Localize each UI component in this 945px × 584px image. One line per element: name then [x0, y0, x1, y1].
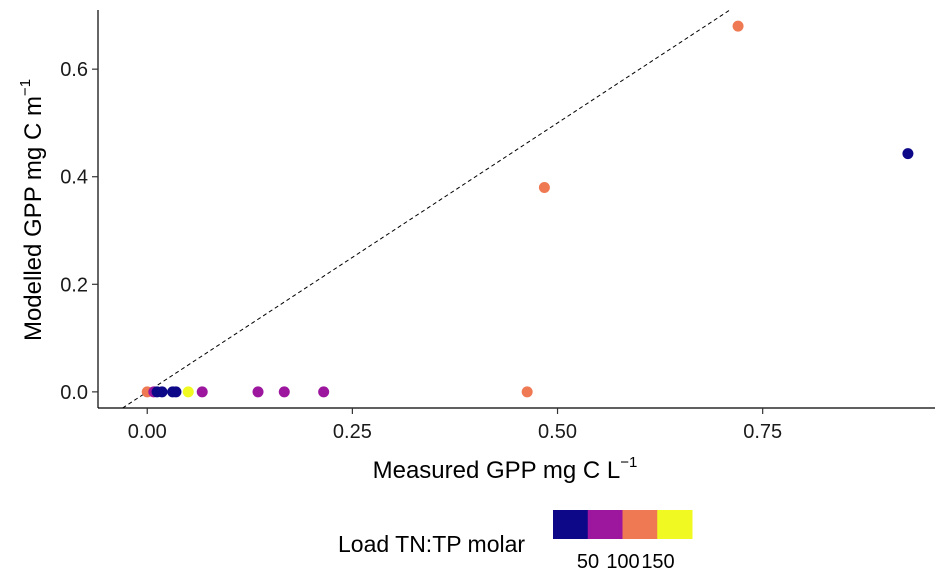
reference-line: [122, 9, 731, 409]
data-point: [538, 181, 550, 193]
x-tick-label: 0.00: [128, 421, 167, 443]
legend-tick-label: 50: [577, 551, 599, 573]
legend-title: Load TN:TP molar: [338, 531, 525, 557]
data-point: [278, 386, 290, 398]
legend-color-step: [622, 510, 658, 539]
data-point: [732, 20, 744, 32]
y-tick-label: 0.6: [60, 59, 88, 81]
legend-color-step: [587, 510, 623, 539]
data-point: [902, 148, 914, 160]
legend-colorbar: [553, 510, 693, 539]
y-axis-title: Modelled GPP mg C m−1: [17, 79, 47, 341]
colorbar-legend: Load TN:TP molar 50 100 150: [338, 510, 693, 573]
legend-tick-labels: 50 100 150: [577, 551, 675, 573]
data-point: [318, 386, 330, 398]
data-point: [170, 386, 182, 398]
data-point: [521, 386, 533, 398]
x-axis-title: Measured GPP mg C L−1: [373, 454, 638, 484]
legend-tick-label: 150: [641, 551, 674, 573]
data-point: [156, 386, 168, 398]
x-tick-label: 0.25: [333, 421, 372, 443]
y-tick-label: 0.0: [60, 382, 88, 404]
y-tick-label: 0.2: [60, 274, 88, 296]
y-tick-label: 0.4: [60, 167, 88, 189]
data-point: [252, 386, 264, 398]
data-point: [196, 386, 208, 398]
data-point: [182, 386, 194, 398]
plot-area: 0.0 0.2 0.4 0.6 0.00 0.25 0.50 0.75: [60, 9, 935, 443]
x-tick-label: 0.50: [538, 421, 577, 443]
legend-color-step: [553, 510, 589, 539]
x-tick-label: 0.75: [743, 421, 782, 443]
legend-tick-label: 100: [606, 551, 639, 573]
legend-color-step: [657, 510, 693, 539]
